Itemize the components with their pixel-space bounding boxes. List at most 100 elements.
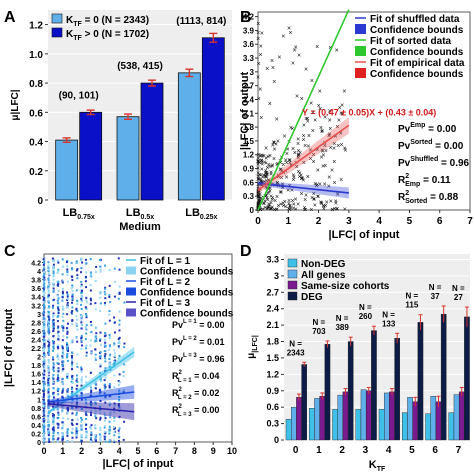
data-point: [66, 268, 69, 271]
data-point: ×: [335, 47, 339, 54]
data-point: ×: [270, 197, 274, 204]
data-point: [52, 324, 55, 327]
x-tick-label: 6: [432, 445, 438, 456]
data-point: [99, 339, 102, 342]
data-point: [118, 291, 121, 294]
data-point: [57, 312, 60, 315]
data-point: [80, 308, 83, 311]
data-point: ×: [264, 173, 268, 180]
data-point: [89, 427, 92, 430]
data-point: ×: [323, 182, 327, 189]
x-tick-label: 4: [376, 216, 382, 227]
data-point: ×: [287, 207, 291, 214]
data-point: [90, 351, 93, 354]
data-point: ×: [297, 174, 301, 181]
data-point: ×: [327, 133, 331, 140]
data-point: ×: [270, 206, 274, 213]
data-point: [85, 332, 88, 335]
data-point: [43, 365, 46, 368]
data-point: [52, 265, 55, 268]
x-tick-label: 2: [316, 216, 322, 227]
data-point: ×: [262, 200, 266, 207]
data-point: [47, 371, 50, 374]
data-point: ×: [264, 185, 268, 192]
data-point: ×: [293, 48, 297, 55]
data-point: [43, 439, 46, 442]
data-point: [42, 258, 45, 261]
data-point: ×: [319, 200, 323, 207]
data-point: [43, 333, 46, 336]
data-point: [108, 384, 111, 387]
data-point: ×: [264, 174, 268, 181]
data-point: [99, 437, 102, 440]
data-point: [80, 267, 83, 270]
data-point: [123, 420, 126, 423]
y-tick-label: 3.6: [31, 286, 41, 293]
bar-ktf-0: [177, 72, 201, 201]
y-tick-label: 0.9: [266, 386, 279, 396]
data-point: [80, 280, 83, 283]
data-point: [75, 394, 78, 397]
data-point: [71, 374, 74, 377]
n-label: N = 389: [335, 314, 349, 332]
data-point: [43, 358, 46, 361]
bar-ktf-0: [116, 116, 140, 201]
x-axis-label: |LFC| of input: [103, 458, 174, 470]
y-tick-label: 1.0: [29, 50, 43, 61]
data-point: [61, 396, 64, 399]
data-point: [84, 275, 87, 278]
y-tick-label: 0.4: [31, 423, 41, 430]
data-point: ×: [296, 141, 300, 148]
y-tick-label: 3.2: [31, 303, 41, 310]
data-point: [52, 373, 55, 376]
data-point: [70, 354, 73, 357]
data-point: [80, 440, 83, 443]
data-point: [81, 295, 84, 298]
legend-label: Confidence bounds: [140, 267, 234, 278]
data-point: [76, 328, 79, 331]
data-point: [62, 438, 65, 441]
data-point: [43, 380, 46, 383]
data-point: ×: [258, 198, 262, 205]
data-point: [42, 317, 45, 320]
data-point: [56, 380, 59, 383]
data-point: [104, 370, 107, 373]
data-point: ×: [316, 194, 320, 201]
data-point: [99, 376, 102, 379]
data-point: [113, 411, 116, 414]
data-point: [57, 325, 60, 328]
data-point: [43, 426, 46, 429]
bar-annotation: (1113, 814): [176, 16, 226, 27]
data-point: ×: [265, 196, 269, 203]
data-point: ×: [257, 201, 261, 208]
data-point: ×: [284, 157, 288, 164]
data-point: [47, 315, 50, 318]
data-point: [52, 326, 55, 329]
x-tick-label: LB0.75x: [63, 207, 95, 221]
data-point: [52, 329, 55, 332]
data-point: ×: [272, 79, 276, 86]
data-point: [108, 414, 111, 417]
data-point: [103, 438, 106, 441]
data-point: [94, 358, 97, 361]
data-point: [113, 430, 116, 433]
data-point: [99, 399, 102, 402]
data-point: [47, 415, 50, 418]
data-point: [94, 280, 97, 283]
data-point: ×: [313, 202, 317, 209]
data-point: [89, 299, 92, 302]
y-tick-label: 0.6: [29, 108, 43, 119]
x-tick-label: 1: [60, 446, 65, 456]
data-point: [47, 270, 50, 273]
data-point: ×: [315, 147, 319, 154]
data-point: ×: [306, 174, 310, 181]
y-tick-label: 0.6: [31, 414, 41, 421]
data-point: [85, 381, 88, 384]
data-point: ×: [323, 140, 327, 147]
y-tick-label: 3: [274, 271, 279, 281]
data-point: [76, 299, 79, 302]
data-point: [113, 404, 116, 407]
data-point: [99, 302, 102, 305]
data-point: ×: [339, 110, 343, 117]
data-point: [90, 275, 93, 278]
